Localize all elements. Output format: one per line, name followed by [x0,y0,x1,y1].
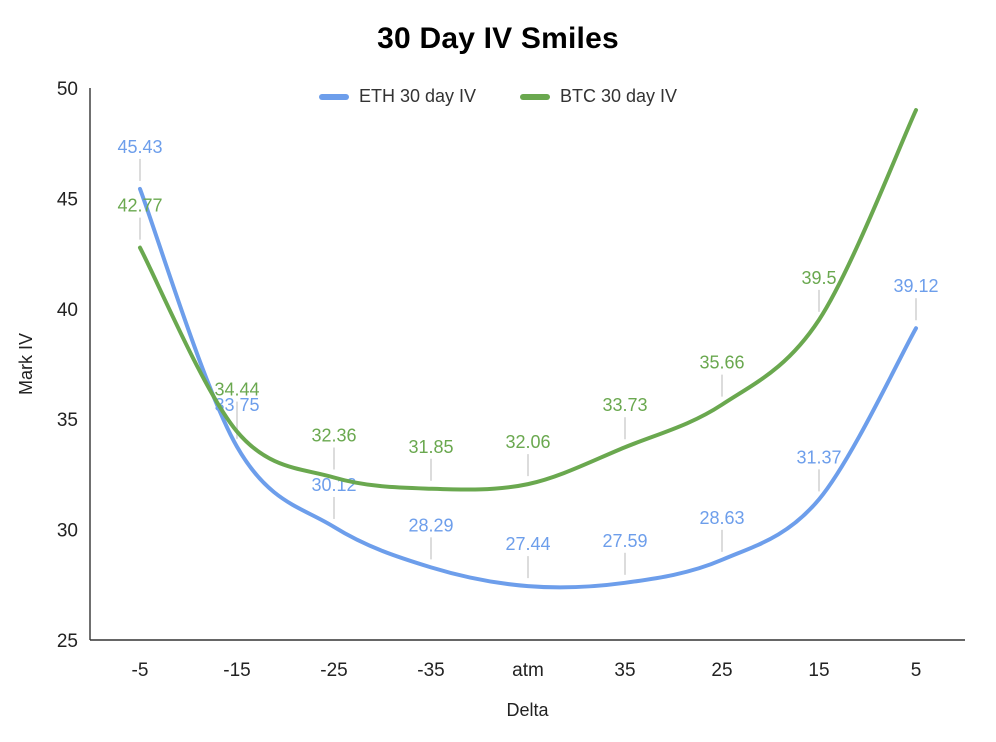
y-axis-title: Mark IV [16,333,36,395]
btc-data-label: 34.44 [214,380,259,400]
x-tick-label: -15 [223,660,250,681]
y-tick-label: 35 [57,410,78,431]
x-axis-title: Delta [506,700,549,720]
x-tick-label: 25 [711,660,732,681]
x-tick-label: atm [512,660,544,681]
btc-legend-label: BTC 30 day IV [560,86,678,106]
eth-data-label: 39.12 [893,276,938,296]
btc-data-label: 32.06 [505,432,550,452]
eth-series-swatch [318,93,349,100]
eth-data-label: 27.59 [602,531,647,551]
x-tick-label: -5 [132,660,149,681]
x-tick-label: -25 [320,660,347,681]
btc-data-label: 33.73 [602,395,647,415]
eth-data-label: 45.43 [117,137,162,157]
legend-item-btc: BTC 30 day IV [520,86,677,107]
eth-data-label: 31.37 [796,447,841,467]
y-tick-label: 40 [57,300,78,321]
btc-data-label: 42.77 [117,196,162,216]
btc-series-swatch [520,93,550,100]
eth-legend-label: ETH 30 day IV [358,86,476,106]
btc-data-label: 35.66 [699,353,744,373]
y-tick-label: 50 [57,79,78,100]
x-tick-label: 35 [614,660,635,681]
legend-item-eth: ETH 30 day IV [318,86,476,107]
btc-data-label: 31.85 [408,437,453,457]
x-tick-label: 15 [808,660,829,681]
eth-data-label: 28.29 [408,515,453,535]
x-tick-label: 5 [911,660,922,681]
y-tick-label: 30 [57,521,78,542]
btc-data-label: 39.5 [801,268,836,288]
eth-data-label: 28.63 [699,508,744,528]
chart-legend: ETH 30 day IV BTC 30 day IV [0,86,996,107]
eth-series-line [138,186,918,590]
y-tick-label: 45 [57,189,78,210]
chart-title: 30 Day IV Smiles [377,22,619,55]
x-tick-label: -35 [417,660,444,681]
btc-series-line [138,108,918,492]
btc-data-label: 32.36 [311,425,356,445]
y-tick-label: 25 [57,631,78,652]
eth-data-label: 27.44 [505,534,550,554]
